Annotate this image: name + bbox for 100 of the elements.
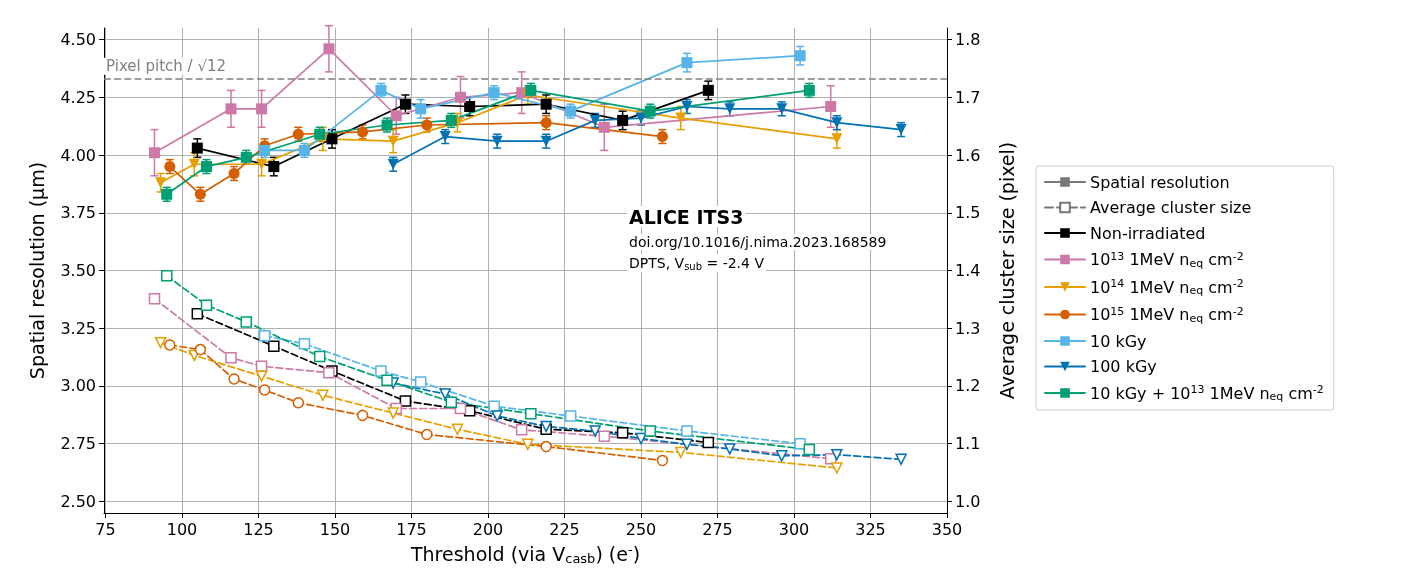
point: [256, 103, 268, 115]
point: [644, 425, 656, 437]
point: [148, 293, 161, 305]
point: [390, 110, 402, 122]
point: [415, 103, 427, 115]
point: [160, 269, 173, 282]
x-tick-label: 150: [319, 519, 351, 539]
x-tick-label: 350: [931, 519, 963, 539]
point: [831, 133, 843, 145]
point: [724, 443, 736, 455]
y-tick-label: 3.25: [60, 318, 96, 338]
y-tick-label: 2.75: [60, 434, 96, 454]
point: [681, 425, 693, 437]
point: [616, 426, 629, 439]
legend-label: 10 kGy: [1090, 331, 1147, 351]
y2-tick-label: 1.7: [955, 87, 981, 107]
point: [191, 308, 204, 320]
y-axis-title: Spatial resolution (µm): [25, 161, 48, 380]
point: [776, 450, 788, 462]
point: [268, 161, 280, 173]
y-tick-label: 4.00: [60, 145, 96, 165]
point: [895, 453, 907, 466]
y2-tick-label: 1.8: [955, 30, 981, 50]
point: [681, 438, 693, 451]
point: [675, 112, 687, 124]
point: [225, 103, 237, 115]
y2-tick-label: 1.5: [955, 203, 981, 223]
point: [522, 438, 534, 451]
point: [414, 376, 427, 388]
point: [188, 158, 200, 170]
point: [154, 336, 167, 349]
point: [298, 338, 311, 350]
point: [598, 121, 610, 133]
point: [589, 425, 601, 437]
y-tick-label: 3.50: [60, 261, 96, 280]
y2-axis-title: Average cluster size (pixel): [995, 141, 1018, 400]
point: [794, 437, 806, 450]
point: [702, 436, 715, 449]
point: [831, 448, 843, 461]
y2-tick-label: 1.1: [955, 434, 981, 454]
x-tick-label: 275: [702, 519, 733, 539]
x-tick-label: 300: [778, 519, 810, 539]
point: [292, 396, 305, 409]
point: [255, 370, 268, 382]
point: [258, 329, 271, 342]
point: [675, 446, 687, 459]
point: [488, 400, 500, 412]
y-tick-label: 2.50: [60, 491, 96, 511]
point: [525, 407, 537, 420]
y-tick-label: 3.75: [60, 203, 96, 223]
point: [258, 384, 271, 396]
point: [656, 454, 669, 467]
point: [491, 410, 503, 422]
point: [155, 177, 167, 189]
y2-tick-label: 1.6: [955, 145, 981, 165]
point: [564, 410, 577, 422]
point: [454, 91, 466, 103]
point: [256, 158, 268, 170]
point: [803, 443, 816, 456]
point: [381, 374, 393, 386]
point: [317, 389, 329, 401]
y2-tick-label: 1.3: [955, 318, 981, 338]
x-tick-label: 175: [396, 519, 427, 539]
point: [387, 407, 399, 419]
y-tick-label: 4.25: [60, 87, 96, 107]
y2-tick-label: 1.0: [955, 491, 981, 511]
point: [540, 440, 552, 453]
y-tick-label: 4.50: [60, 30, 96, 50]
point: [421, 428, 433, 441]
x-tick-label: 75: [95, 519, 116, 539]
point: [164, 339, 176, 351]
legend-label: 100 kGy: [1090, 357, 1157, 376]
point: [200, 299, 213, 311]
legend-label: Spatial resolution: [1090, 172, 1230, 192]
point: [240, 316, 253, 328]
point: [702, 84, 714, 96]
annotation: ALICE ITS3: [629, 205, 744, 228]
point: [540, 98, 552, 110]
y2-tick-label: 1.2: [955, 376, 981, 396]
point: [148, 147, 160, 159]
point: [194, 343, 207, 356]
point: [323, 43, 335, 55]
point: [225, 351, 237, 364]
annotation: doi.org/10.1016/j.nima.2023.168589: [629, 234, 887, 250]
y-tick-label: 3.00: [60, 376, 96, 396]
point: [375, 365, 387, 377]
point: [399, 98, 411, 110]
point: [439, 388, 451, 400]
point: [228, 373, 240, 385]
point: [191, 142, 203, 154]
x-tick-label: 325: [855, 519, 886, 539]
y2-tick-label: 1.4: [955, 261, 981, 280]
point: [598, 430, 611, 442]
point: [464, 101, 476, 113]
x-tick-label: 225: [549, 519, 580, 539]
point: [794, 50, 806, 62]
x-tick-label: 125: [243, 519, 274, 539]
point: [313, 350, 326, 363]
legend-label: Average cluster size: [1090, 198, 1252, 217]
x-tick-label: 250: [625, 519, 657, 539]
